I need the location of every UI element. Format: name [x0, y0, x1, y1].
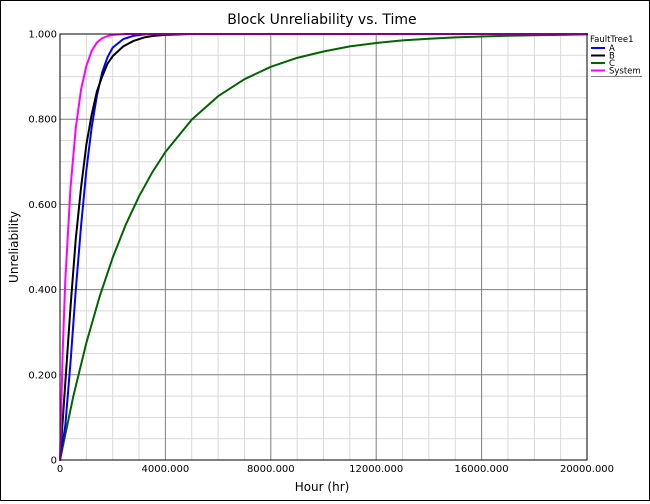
x-tick-label: 16000.000: [455, 464, 509, 475]
y-tick-label: 1.000: [28, 30, 57, 41]
y-tick-label: 0.400: [28, 285, 57, 296]
y-tick-label: 0.800: [28, 115, 57, 126]
y-axis-title: Unreliability: [7, 211, 21, 283]
plot-border: [59, 33, 588, 461]
series-line-b: [59, 33, 588, 461]
x-tick-label: 0: [57, 464, 63, 475]
y-tick-label: 0.600: [28, 200, 57, 211]
y-tick-label: 0: [51, 456, 57, 467]
legend-label-a: A: [609, 44, 615, 54]
x-axis-title: Hour (hr): [295, 480, 350, 494]
chart-title: Block Unreliability vs. Time: [227, 12, 416, 28]
x-tick-label: 12000.000: [349, 464, 403, 475]
x-tick-label: 4000.000: [142, 464, 190, 475]
x-tick-label: 20000.000: [560, 464, 614, 475]
legend-title: FaultTree1: [590, 35, 634, 45]
legend-label-b: B: [609, 52, 615, 62]
legend-label-c: C: [609, 59, 615, 69]
series-line-c: [59, 33, 588, 461]
tick-labels: 0 4000.000 8000.000 12000.000 16000.000 20000…: [28, 30, 614, 476]
legend-label-system: System: [609, 67, 641, 77]
grid: [59, 33, 588, 461]
x-tick-label: 8000.000: [247, 464, 295, 475]
y-tick-label: 0.200: [28, 370, 57, 381]
